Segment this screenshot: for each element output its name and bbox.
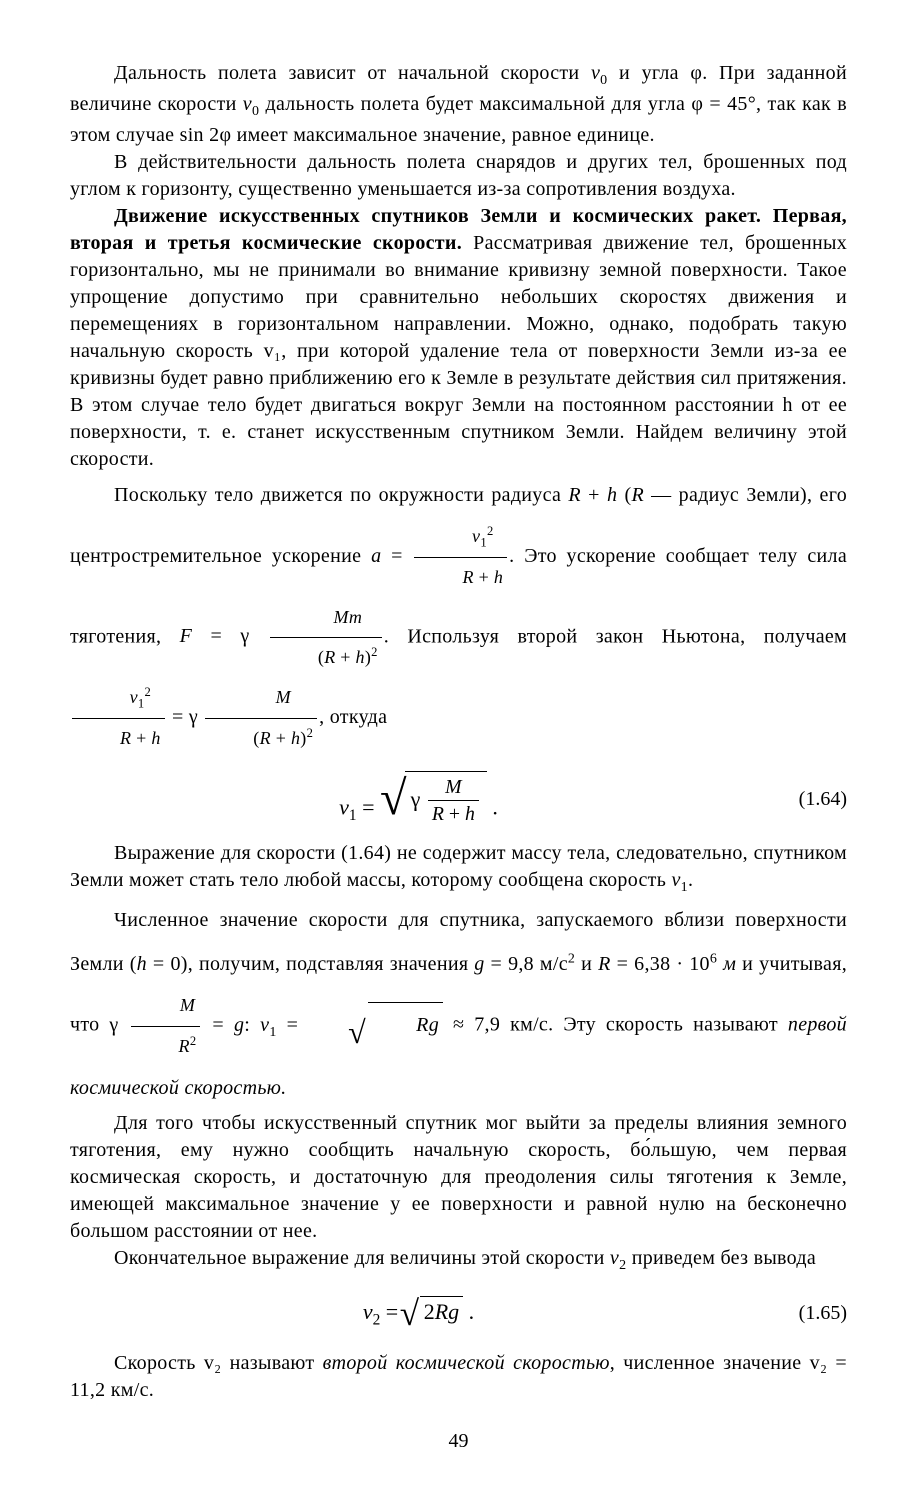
paragraph-9: Скорость v₂ называют второй космической … bbox=[70, 1350, 847, 1404]
equation-number-165: (1.65) bbox=[767, 1300, 847, 1327]
paragraph-5: Выражение для скорости (1.64) не содержи… bbox=[70, 840, 847, 898]
paragraph-4: Поскольку тело движется по окружности ра… bbox=[70, 473, 847, 759]
page-number: 49 bbox=[70, 1428, 847, 1455]
paragraph-6: Численное значение скорости для спутника… bbox=[70, 898, 847, 1110]
equation-number-164: (1.64) bbox=[767, 786, 847, 813]
paragraph-8: Окончательное выражение для величины это… bbox=[70, 1245, 847, 1276]
equation-1-65: v2 = 2Rg . (1.65) bbox=[70, 1288, 847, 1338]
equation-1-64: v1 = √ γ MR + h . (1.64) bbox=[70, 771, 847, 828]
paragraph-3: Движение искусственных спутников Земли и… bbox=[70, 203, 847, 473]
paragraph-1: Дальность полета зависит от начальной ск… bbox=[70, 60, 847, 149]
paragraph-2: В действительности дальность полета снар… bbox=[70, 149, 847, 203]
paragraph-7: Для того чтобы искусственный спутник мог… bbox=[70, 1110, 847, 1245]
